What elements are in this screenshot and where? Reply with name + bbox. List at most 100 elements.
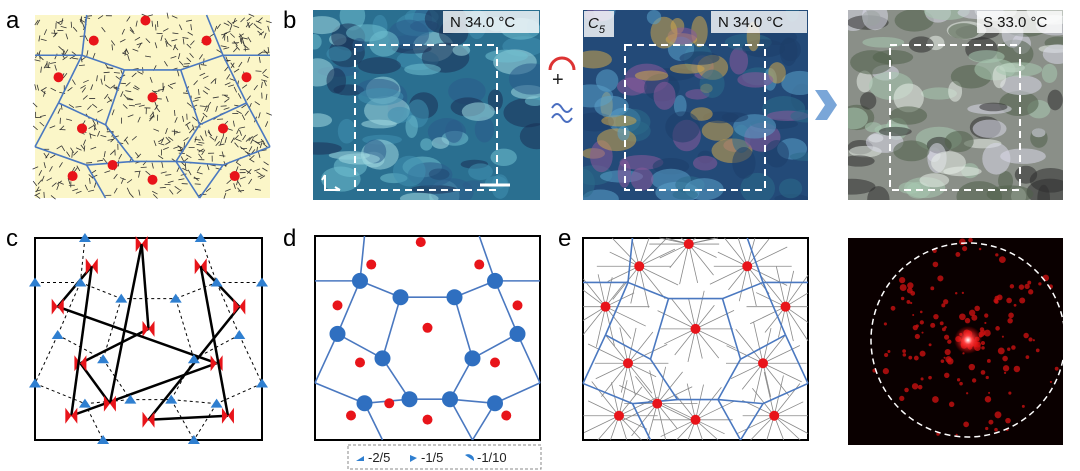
director [248, 22, 253, 28]
director [224, 188, 231, 192]
director [165, 128, 168, 134]
director [178, 178, 185, 181]
director [236, 128, 240, 135]
fan-line [605, 334, 629, 364]
string [108, 243, 143, 404]
core [758, 358, 768, 369]
fft-spot [948, 401, 955, 407]
director [239, 176, 246, 180]
director [230, 33, 236, 38]
core [218, 123, 228, 134]
director [56, 145, 62, 150]
core [201, 35, 212, 46]
director [174, 186, 180, 191]
fft-spot [933, 313, 939, 320]
director [146, 14, 153, 17]
director [135, 20, 138, 27]
fan-line [627, 327, 637, 364]
fan-line [618, 386, 643, 417]
fan-line [773, 375, 784, 416]
fan-line [736, 415, 775, 435]
fan-line [785, 306, 809, 342]
defect-tri [165, 394, 178, 404]
director [193, 176, 199, 182]
tile-edge [81, 54, 125, 71]
fft-spot [943, 356, 946, 359]
director [254, 168, 261, 172]
director [202, 112, 208, 118]
director [82, 139, 86, 146]
director [265, 121, 269, 127]
director [158, 142, 165, 146]
defect-tri [256, 378, 268, 388]
fan-line [583, 415, 620, 433]
texture [721, 112, 749, 123]
director [34, 59, 41, 62]
director [118, 153, 123, 160]
defect [487, 272, 503, 289]
director [173, 44, 177, 51]
texture [672, 189, 698, 200]
director [233, 40, 238, 47]
director [65, 33, 69, 40]
texture [404, 63, 441, 76]
director [192, 99, 199, 102]
director [40, 38, 47, 42]
texture [461, 102, 495, 121]
legend-label: -2/5 [368, 450, 390, 465]
panel-label: d [283, 225, 296, 252]
director [102, 157, 108, 163]
director [186, 102, 192, 107]
fan-line [762, 336, 785, 364]
fan-line [695, 328, 720, 359]
director [248, 158, 255, 163]
texture [1031, 128, 1046, 138]
director [198, 54, 203, 60]
texture [948, 80, 963, 102]
fft-spot [978, 247, 982, 251]
director [113, 72, 120, 74]
director [173, 109, 176, 116]
legend-label: -1/5 [421, 450, 443, 465]
tile-edge [180, 54, 224, 71]
fan-line [763, 371, 775, 416]
director [71, 151, 73, 158]
defect [392, 289, 409, 306]
fft-spot [899, 395, 905, 402]
director [252, 139, 259, 144]
tile-edge [381, 357, 411, 400]
director [182, 115, 185, 122]
texture [1041, 63, 1058, 83]
fft-spot [944, 348, 951, 356]
fft-spot [906, 300, 911, 304]
director [123, 94, 128, 100]
fft-spot [985, 375, 989, 380]
texture [862, 10, 889, 31]
core [623, 358, 633, 369]
overlay-box [584, 11, 614, 37]
director [234, 142, 239, 148]
director [109, 150, 115, 156]
director [261, 79, 268, 82]
director [35, 194, 41, 199]
core [88, 35, 99, 46]
director [138, 189, 141, 196]
dashed-edge [171, 399, 217, 405]
director [230, 137, 235, 143]
director [62, 49, 65, 56]
fan-line [750, 415, 775, 441]
fft-spot [937, 275, 944, 282]
director [80, 144, 85, 150]
director [124, 139, 129, 145]
tile-edge [784, 334, 809, 384]
director [220, 45, 227, 48]
director [34, 19, 39, 26]
tile-edge [605, 334, 651, 360]
texture [859, 92, 877, 110]
core [769, 410, 780, 421]
director [56, 184, 60, 191]
director [70, 147, 75, 153]
director [255, 70, 262, 72]
director [216, 49, 222, 54]
director [96, 75, 98, 82]
